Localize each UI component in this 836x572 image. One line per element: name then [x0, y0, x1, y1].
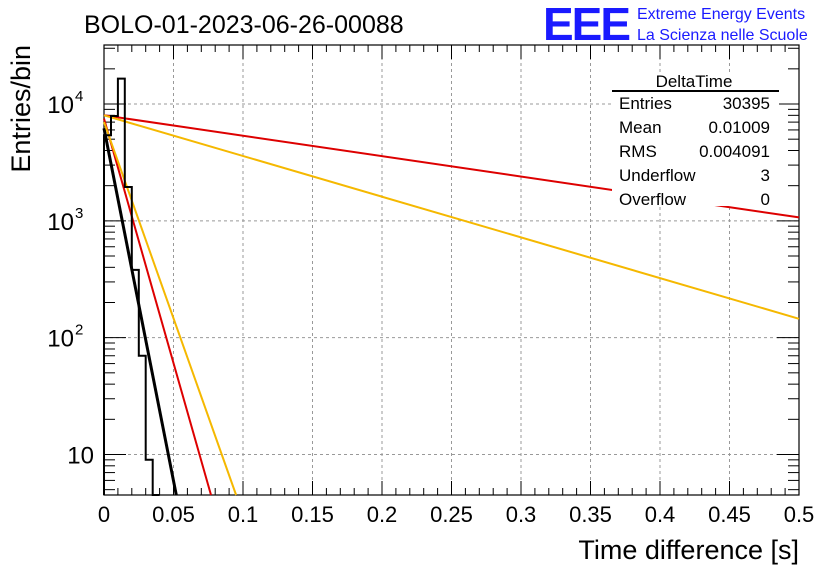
- logo-letters: EEE: [543, 0, 629, 50]
- stats-value: 0: [761, 190, 770, 209]
- y-tick-exponent: 2: [75, 322, 83, 339]
- y-tick-label: 10: [47, 326, 74, 353]
- x-tick-label: 0.05: [152, 502, 195, 527]
- x-tick-label: 0.4: [645, 502, 676, 527]
- stats-title: DeltaTime: [656, 72, 733, 91]
- stats-label: Entries: [619, 94, 672, 113]
- fit-line-4: [103, 114, 800, 320]
- stats-label: Underflow: [619, 166, 696, 185]
- x-tick-label: 0.1: [228, 502, 259, 527]
- stats-label: Mean: [619, 118, 662, 137]
- eee-logo: EEE Extreme Energy Events La Scienza nel…: [543, 0, 808, 50]
- x-tick-label: 0.15: [291, 502, 334, 527]
- stats-rows: Entries 30395 Mean 0.01009 RMS 0.004091Underf…: [619, 94, 770, 209]
- histogram: [103, 77, 160, 496]
- fit-line-2: [103, 121, 238, 496]
- stats-value: 0.004091: [699, 142, 770, 161]
- x-tick-label: 0.5: [784, 502, 815, 527]
- x-tick-label: 0.3: [506, 502, 537, 527]
- histogram-outline: [103, 77, 160, 496]
- fit-line-0: [102, 128, 178, 496]
- stats-value: 0.01009: [709, 118, 770, 137]
- stats-value: 30395: [723, 94, 770, 113]
- y-tick-label: 10: [47, 209, 74, 236]
- stats-label: Overflow: [619, 190, 687, 209]
- logo-line-2: La Scienza nelle Scuole: [637, 27, 808, 44]
- y-tick-label: 10: [47, 92, 74, 119]
- stats-box-background: [612, 72, 779, 206]
- y-tick-label: 10: [67, 442, 94, 469]
- fit-curves: [102, 114, 800, 496]
- chart-title: BOLO-01-2023-06-26-00088: [84, 11, 404, 39]
- x-tick-label: 0.35: [569, 502, 612, 527]
- y-tick-exponent: 4: [75, 88, 83, 105]
- x-tick-label: 0.25: [430, 502, 473, 527]
- y-axis-title: Entries/bin: [6, 45, 36, 173]
- x-axis-title: Time difference [s]: [578, 535, 799, 565]
- stats-box: DeltaTime Entries 30395 Mean 0.01009 RMS 0.00…: [612, 72, 779, 209]
- fit-line-1: [103, 118, 212, 496]
- x-tick-label: 0.45: [708, 502, 751, 527]
- y-tick-exponent: 3: [75, 205, 83, 222]
- logo-line-1: Extreme Energy Events: [637, 6, 805, 23]
- stats-value: 3: [761, 166, 770, 185]
- stats-label: RMS: [619, 142, 657, 161]
- x-tick-label: 0.2: [367, 502, 398, 527]
- x-tick-labels: 0 0.05 0.1 0.15 0.2 0.25 0.3 0.35 0.4 0.45 0.5: [98, 502, 814, 527]
- x-tick-label: 0: [98, 502, 110, 527]
